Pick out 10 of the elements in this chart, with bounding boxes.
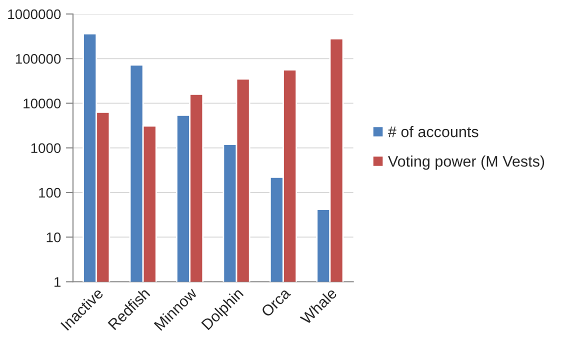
y-tick-label: 10000 <box>24 98 61 108</box>
y-tick-label: 1 <box>54 277 61 287</box>
legend-label: # of accounts <box>388 126 478 138</box>
y-tick-label: 1000 <box>31 143 61 154</box>
y-tick-label: 100 <box>39 188 61 198</box>
y-tick-label: 1000000 <box>8 9 61 20</box>
y-tick-label: 100000 <box>16 54 61 64</box>
y-tick-label: 10 <box>46 232 61 242</box>
legend-label: Voting power (M Vests) <box>388 156 544 170</box>
x-tick-label: Orca <box>260 286 292 318</box>
